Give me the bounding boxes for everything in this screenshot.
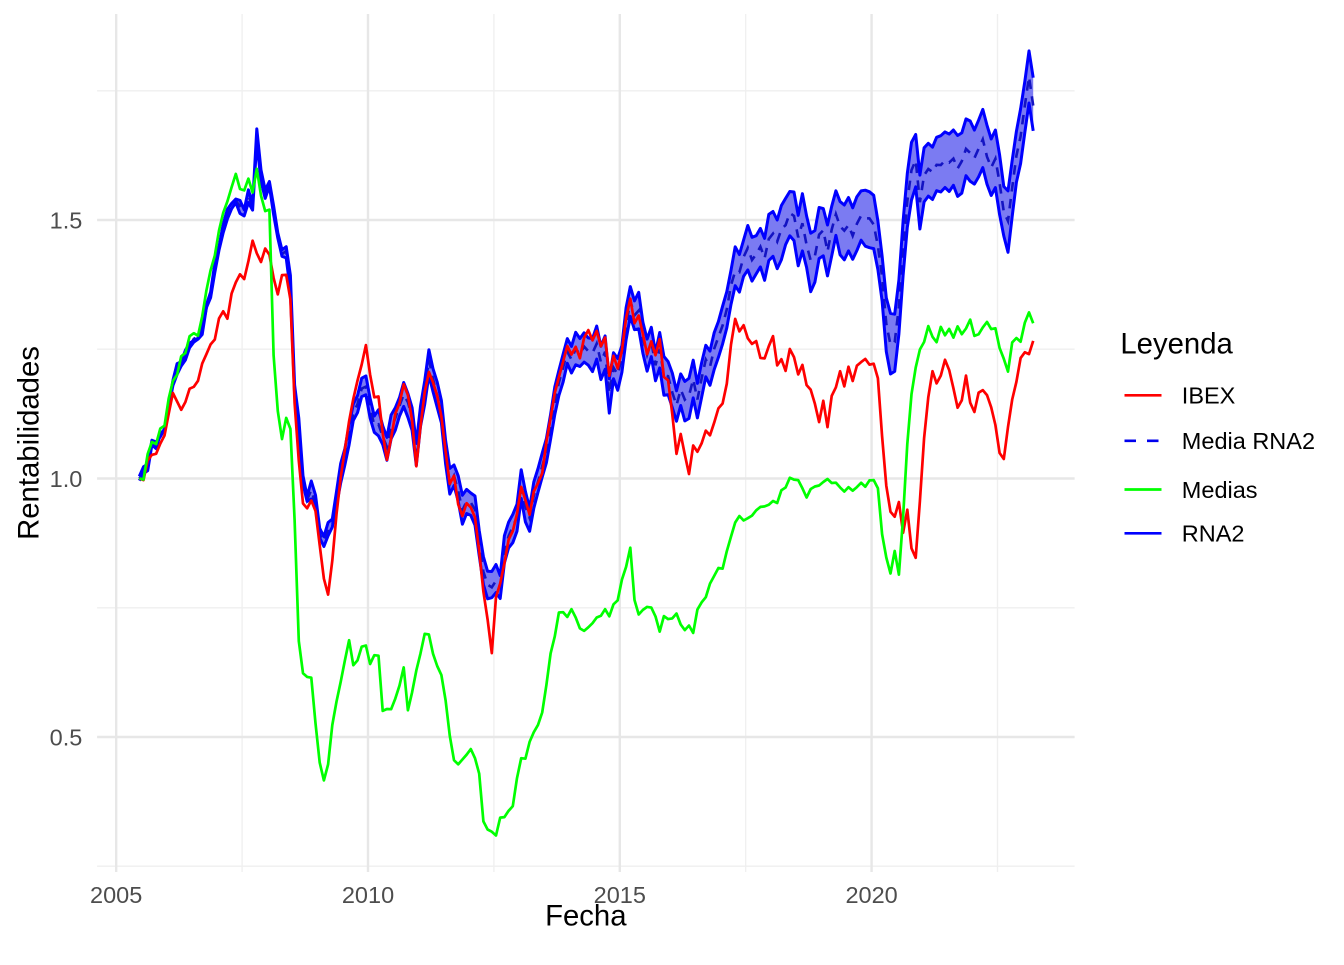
svg-text:Media RNA2: Media RNA2 <box>1182 428 1315 454</box>
svg-text:0.5: 0.5 <box>50 724 83 750</box>
svg-text:Rentabilidades: Rentabilidades <box>13 346 46 540</box>
svg-text:RNA2: RNA2 <box>1182 521 1245 547</box>
svg-text:Fecha: Fecha <box>545 900 627 933</box>
svg-text:2020: 2020 <box>845 882 897 908</box>
svg-text:2010: 2010 <box>342 882 394 908</box>
svg-text:1.0: 1.0 <box>50 466 83 492</box>
svg-text:2005: 2005 <box>90 882 142 908</box>
svg-text:1.5: 1.5 <box>50 207 83 233</box>
svg-text:2015: 2015 <box>594 882 646 908</box>
svg-text:Leyenda: Leyenda <box>1120 328 1233 361</box>
svg-text:IBEX: IBEX <box>1182 383 1236 409</box>
svg-text:Medias: Medias <box>1182 477 1258 503</box>
